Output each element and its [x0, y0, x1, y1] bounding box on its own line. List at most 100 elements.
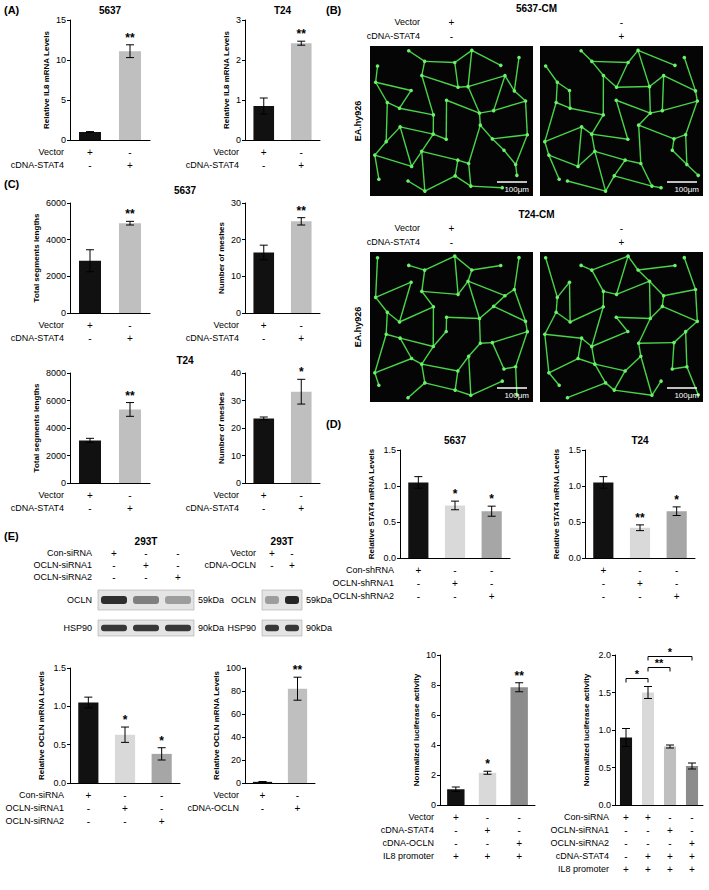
svg-text:cDNA-OCLN: cDNA-OCLN — [204, 560, 256, 570]
svg-text:59kDa: 59kDa — [306, 595, 332, 605]
svg-text:+: + — [122, 803, 128, 814]
svg-text:0: 0 — [431, 800, 436, 810]
svg-text:-: - — [454, 825, 457, 836]
svg-text:cDNA-STAT4: cDNA-STAT4 — [381, 825, 434, 835]
svg-text:*: * — [485, 757, 490, 771]
svg-text:+: + — [269, 548, 275, 559]
svg-text:+: + — [637, 578, 643, 589]
svg-text:2: 2 — [431, 770, 436, 780]
svg-text:Con-siRNA: Con-siRNA — [564, 812, 609, 822]
svg-text:OCLN-siRNA1: OCLN-siRNA1 — [33, 560, 92, 570]
svg-text:0.5: 0.5 — [53, 740, 66, 750]
svg-text:(E): (E) — [4, 530, 19, 542]
svg-text:+: + — [689, 851, 695, 862]
svg-text:0.5: 0.5 — [598, 763, 611, 773]
svg-text:+: + — [127, 333, 133, 344]
svg-text:Con-siRNA: Con-siRNA — [19, 790, 64, 800]
svg-text:8000: 8000 — [46, 368, 66, 378]
svg-text:-: - — [176, 560, 179, 571]
svg-text:+: + — [261, 147, 267, 158]
svg-text:EA.hy926: EA.hy926 — [353, 101, 363, 142]
svg-text:cDNA-STAT4: cDNA-STAT4 — [367, 237, 420, 247]
svg-text:100μm: 100μm — [674, 185, 699, 194]
svg-text:OCLN-siRNA2: OCLN-siRNA2 — [550, 838, 609, 848]
svg-text:OCLN-siRNA2: OCLN-siRNA2 — [33, 572, 92, 582]
svg-text:100μm: 100μm — [504, 185, 529, 194]
svg-text:20: 20 — [231, 755, 241, 765]
svg-text:-: - — [675, 565, 678, 576]
svg-text:cDNA-STAT4: cDNA-STAT4 — [11, 160, 64, 170]
svg-text:OCLN: OCLN — [231, 595, 256, 605]
svg-text:-: - — [450, 31, 453, 42]
svg-text:cDNA-STAT4: cDNA-STAT4 — [186, 160, 239, 170]
svg-text:5637: 5637 — [174, 185, 197, 196]
svg-text:+: + — [298, 333, 304, 344]
svg-text:4: 4 — [431, 740, 436, 750]
svg-text:-: - — [417, 578, 420, 589]
svg-text:+: + — [289, 560, 295, 571]
svg-text:Vector: Vector — [38, 320, 64, 330]
svg-text:+: + — [645, 812, 651, 823]
svg-text:+: + — [87, 147, 93, 158]
svg-text:+: + — [298, 160, 304, 171]
svg-text:+: + — [415, 565, 421, 576]
svg-text:-: - — [517, 812, 520, 823]
svg-text:1.5: 1.5 — [53, 663, 66, 673]
svg-text:**: ** — [125, 389, 135, 403]
svg-text:+: + — [453, 812, 459, 823]
svg-text:**: ** — [293, 663, 303, 677]
svg-text:-: - — [128, 490, 131, 501]
svg-text:*: * — [159, 734, 164, 748]
svg-text:-: - — [296, 790, 299, 801]
svg-text:*: * — [299, 365, 304, 379]
svg-text:-: - — [123, 816, 126, 827]
svg-text:cDNA-STAT4: cDNA-STAT4 — [367, 31, 420, 41]
svg-text:OCLN-siRNA1: OCLN-siRNA1 — [550, 825, 609, 835]
svg-text:*: * — [453, 487, 458, 501]
svg-text:-: - — [620, 17, 623, 28]
svg-text:+: + — [143, 560, 149, 571]
svg-text:1.0: 1.0 — [568, 481, 581, 491]
svg-text:Relative OCLN mRNA Levels: Relative OCLN mRNA Levels — [37, 670, 46, 780]
svg-text:-: - — [490, 578, 493, 589]
svg-text:cDNA-OCLN: cDNA-OCLN — [382, 838, 434, 848]
svg-text:*: * — [674, 493, 679, 507]
svg-text:0: 0 — [61, 478, 66, 488]
svg-text:Vector: Vector — [394, 17, 420, 27]
svg-text:-: - — [602, 578, 605, 589]
svg-text:+: + — [87, 320, 93, 331]
svg-text:Relative IL8 mRNA Levels: Relative IL8 mRNA Levels — [42, 30, 51, 129]
svg-text:T24: T24 — [274, 5, 292, 16]
svg-text:+: + — [111, 548, 117, 559]
svg-text:+: + — [261, 320, 267, 331]
svg-text:+: + — [452, 578, 458, 589]
svg-text:+: + — [298, 503, 304, 514]
svg-text:-: - — [646, 838, 649, 849]
svg-text:-: - — [300, 490, 303, 501]
svg-text:*: * — [668, 646, 673, 658]
svg-text:-: - — [160, 790, 163, 801]
svg-text:-: - — [638, 565, 641, 576]
svg-text:+: + — [619, 237, 625, 248]
svg-text:+: + — [516, 838, 522, 849]
svg-text:-: - — [638, 591, 641, 602]
svg-text:Vector: Vector — [230, 548, 256, 558]
svg-text:cDNA-OCLN: cDNA-OCLN — [187, 803, 239, 813]
svg-text:Vector: Vector — [408, 812, 434, 822]
svg-text:Total segments lengths: Total segments lengths — [32, 213, 41, 302]
svg-text:1: 1 — [236, 95, 241, 105]
svg-text:1.5: 1.5 — [598, 688, 611, 698]
svg-text:-: - — [300, 320, 303, 331]
svg-text:Relative STAT4 mRNA Levels: Relative STAT4 mRNA Levels — [552, 448, 561, 559]
svg-text:EA.hy926: EA.hy926 — [353, 307, 363, 348]
svg-text:(D): (D) — [326, 418, 342, 430]
svg-text:OCLN-shRNA1: OCLN-shRNA1 — [332, 578, 394, 588]
svg-text:+: + — [674, 591, 680, 602]
svg-text:1.0: 1.0 — [598, 725, 611, 735]
svg-text:5637-CM: 5637-CM — [516, 3, 557, 14]
svg-text:**: ** — [297, 27, 307, 41]
svg-text:**: ** — [514, 669, 524, 683]
svg-text:100μm: 100μm — [504, 391, 529, 400]
svg-text:**: ** — [125, 207, 135, 221]
svg-text:2: 2 — [236, 55, 241, 65]
